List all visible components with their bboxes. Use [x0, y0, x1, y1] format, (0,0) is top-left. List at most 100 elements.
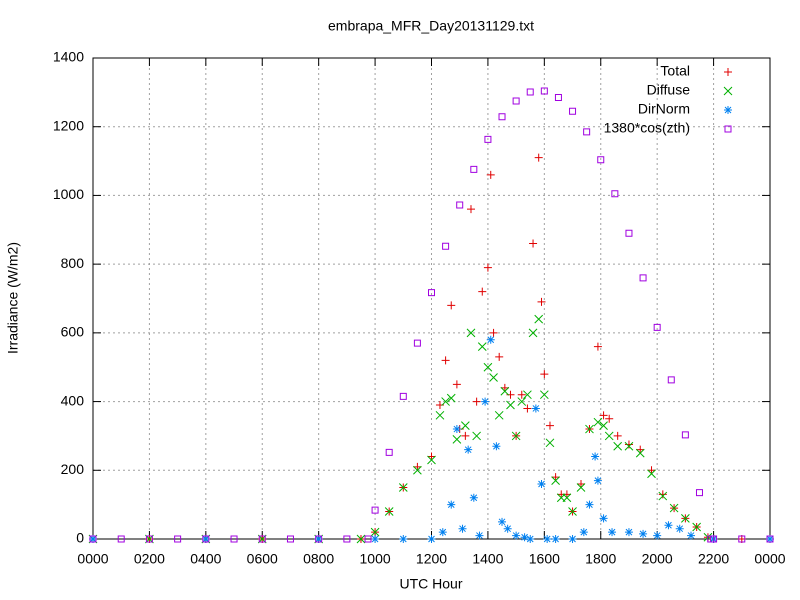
y-tick-label: 600 — [61, 324, 85, 340]
y-tick-label: 800 — [61, 255, 85, 271]
data-point — [470, 165, 478, 173]
data-point — [591, 452, 600, 461]
data-point — [452, 425, 461, 434]
data-point — [201, 535, 210, 543]
y-tick-label: 1400 — [53, 49, 84, 65]
data-point — [441, 356, 450, 365]
x-tick-label: 0600 — [247, 551, 278, 567]
data-point — [624, 441, 634, 451]
data-point — [624, 440, 633, 449]
data-point — [481, 397, 490, 406]
data-point — [636, 445, 645, 454]
legend-label: Total — [660, 63, 690, 79]
data-point — [371, 506, 379, 514]
data-point — [427, 535, 436, 543]
data-point — [604, 431, 614, 441]
data-point — [475, 531, 484, 540]
data-point — [472, 431, 481, 441]
data-point — [486, 170, 495, 179]
data-point — [484, 135, 492, 143]
data-point — [534, 314, 544, 324]
data-point — [486, 335, 495, 344]
data-point — [258, 535, 266, 543]
x-tick-label: 1000 — [360, 551, 391, 567]
data-point — [494, 410, 504, 420]
data-point — [356, 534, 366, 544]
data-point — [523, 404, 532, 413]
data-point — [452, 380, 461, 389]
x-tick-label: 0400 — [190, 551, 221, 567]
data-point — [579, 528, 588, 537]
data-point — [585, 500, 594, 509]
data-point — [639, 529, 648, 538]
data-point — [428, 289, 435, 297]
data-point — [583, 128, 591, 136]
data-point — [593, 342, 602, 351]
data-point — [384, 507, 394, 516]
data-point — [526, 535, 535, 543]
data-point — [534, 153, 543, 162]
data-point — [605, 414, 614, 423]
x-axis-label: UTC Hour — [399, 576, 462, 592]
data-point — [512, 97, 520, 105]
data-point — [653, 531, 662, 540]
chart-title: embrapa_MFR_Day20131129.txt — [328, 18, 534, 34]
data-point — [593, 417, 603, 427]
data-point — [658, 490, 667, 499]
data-point — [495, 352, 504, 361]
data-point — [489, 373, 498, 382]
data-point — [599, 411, 608, 420]
data-point — [427, 455, 436, 465]
data-point — [460, 421, 470, 430]
series — [89, 153, 774, 543]
data-point — [145, 535, 153, 543]
data-point — [523, 390, 532, 400]
data-point — [681, 514, 690, 523]
data-point — [447, 301, 456, 310]
x-tick-label: 0000 — [754, 551, 785, 567]
x-tick-label: 1400 — [472, 551, 503, 567]
data-point — [529, 239, 538, 248]
legend-label: Diffuse — [647, 82, 691, 98]
data-point — [687, 531, 696, 540]
data-point — [611, 190, 619, 198]
data-point — [472, 397, 481, 406]
data-point — [599, 514, 608, 523]
data-point — [483, 362, 493, 372]
data-point — [442, 242, 450, 250]
legend-label: 1380*cos(zth) — [604, 120, 690, 136]
data-point — [647, 469, 656, 479]
data-point — [613, 431, 622, 440]
data-point — [286, 535, 294, 543]
data-point — [569, 107, 577, 115]
data-point — [539, 390, 549, 400]
data-point — [639, 274, 647, 282]
data-point — [466, 205, 475, 214]
y-tick-label: 400 — [61, 392, 85, 408]
data-point — [315, 535, 323, 543]
x-tick-label: 1800 — [585, 551, 616, 567]
data-point — [669, 503, 679, 513]
data-point — [89, 535, 97, 543]
legend-label: DirNorm — [638, 101, 690, 117]
data-point — [766, 535, 774, 543]
data-point — [478, 287, 487, 296]
data-point — [667, 376, 675, 384]
data-point — [531, 404, 540, 413]
data-point — [664, 521, 673, 530]
data-point — [695, 489, 703, 497]
data-point — [506, 400, 515, 410]
data-point — [202, 535, 210, 543]
data-point — [174, 535, 182, 543]
data-point — [585, 424, 594, 434]
data-point — [427, 452, 436, 461]
data-point — [647, 466, 656, 475]
x-tick-label: 2000 — [642, 551, 673, 567]
data-point — [464, 445, 473, 454]
data-point — [438, 528, 447, 537]
data-point — [540, 87, 548, 95]
series — [89, 87, 774, 543]
data-point — [461, 431, 470, 440]
data-point — [517, 390, 526, 399]
